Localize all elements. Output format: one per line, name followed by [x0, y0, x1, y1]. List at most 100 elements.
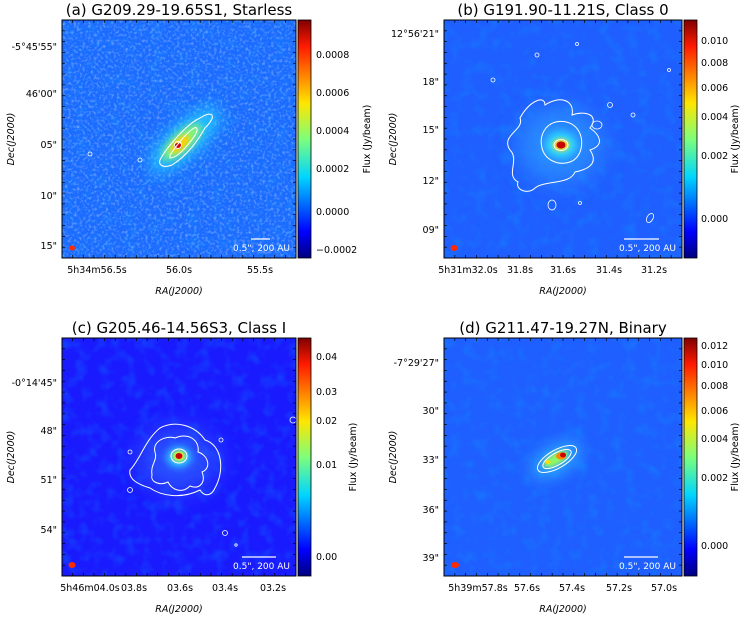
panel-c-xtick: 03.8s: [121, 583, 147, 594]
panel-b-cbtick: 0.004: [701, 112, 728, 123]
panel-d-xtick: 57.4s: [559, 583, 585, 594]
panel-a-xtick: 56.0s: [166, 265, 192, 276]
panel-c-ytick: 51": [41, 475, 57, 486]
panel-c-xtick: 5h46m04.0s: [60, 583, 120, 594]
panel-d-xtick: 57.0s: [651, 583, 677, 594]
panel-b-beam: [450, 245, 458, 251]
panel-c-cbtick: 0.01: [316, 460, 337, 471]
panel-c-ylabel: Dec(J2000): [6, 431, 17, 484]
panel-c-cbtick: 0.04: [316, 352, 337, 363]
panel-c-xtick: 03.2s: [260, 583, 286, 594]
panel-d-cbtick: 0.006: [701, 406, 728, 417]
panel-a-cbtick: 0.0002: [316, 164, 349, 175]
panel-b: (b) G191.90-11.21S, Class 0 0.5", 200 AU: [388, 1, 741, 297]
panel-c-colorbar: [297, 337, 312, 577]
panel-c-ytick: -0°14'45": [12, 378, 57, 389]
panel-b-ytick: 12": [423, 176, 439, 187]
panel-b-xtick: 31.6s: [550, 265, 576, 276]
panel-b-scale-label: 0.5", 200 AU: [619, 244, 676, 254]
panel-b-cbtick: 0.010: [701, 36, 728, 47]
panel-b-peak: [556, 141, 566, 149]
axis-ticks: [62, 20, 682, 576]
panel-c-ytick: 48": [41, 426, 57, 437]
panel-a-ylabel: Dec(J2000): [6, 113, 17, 166]
panel-d-cbtick: 0.000: [701, 541, 728, 552]
panel-d-cbtick: 0.010: [701, 360, 728, 371]
panel-b-image: 0.5", 200 AU: [444, 20, 682, 258]
panel-c-xlabel: RA(J2000): [155, 604, 203, 615]
panel-a-xtick: 5h34m56.5s: [67, 265, 127, 276]
panel-b-title: (b) G191.90-11.21S, Class 0: [457, 1, 668, 19]
panel-a-colorbar: [297, 19, 312, 259]
panel-a-ytick: 46'00": [26, 89, 57, 100]
panel-a-cblabel: Flux (Jy/beam): [362, 105, 373, 174]
panel-a-image: 0.5", 200 AU: [62, 20, 296, 258]
panel-c-peak: [175, 453, 183, 459]
panel-d-cbtick: 0.002: [701, 473, 728, 484]
panel-d-cbtick: 0.008: [701, 381, 728, 392]
panel-a-beam: [69, 245, 75, 251]
panel-d-xlabel: RA(J2000): [539, 604, 587, 615]
panel-a-xtick: 55.5s: [247, 265, 273, 276]
panel-b-cbtick: 0.008: [701, 58, 728, 69]
panel-d-ytick: 30": [423, 406, 439, 417]
panel-d-ytick: 33": [423, 455, 439, 466]
panel-d-beam: [451, 562, 459, 568]
panel-d-ytick: 36": [423, 505, 439, 516]
panel-d-image: 0.5", 200 AU: [444, 338, 682, 576]
panel-a-scale-label: 0.5", 200 AU: [233, 244, 290, 254]
panel-b-xtick: 5h31m32.0s: [438, 265, 498, 276]
panel-c-title: (c) G205.46-14.56S3, Class I: [72, 319, 286, 337]
panel-b-ytick: 18": [423, 77, 439, 88]
panel-b-xtick: 31.8s: [507, 265, 533, 276]
panel-b-ytick: 12°56'21": [391, 29, 439, 40]
panel-d-colorbar: [683, 337, 698, 577]
panel-a-xlabel: RA(J2000): [155, 286, 203, 297]
panel-d-scale-label: 0.5", 200 AU: [619, 562, 676, 572]
panel-c-beam: [68, 562, 76, 568]
panel-b-cbtick: 0.000: [701, 214, 728, 225]
panel-c-scale-label: 0.5", 200 AU: [233, 562, 290, 572]
panel-b-colorbar: [683, 19, 698, 259]
panel-a-cbtick: 0.0008: [316, 50, 349, 61]
panel-c-cbtick: 0.02: [316, 416, 337, 427]
panel-d-ylabel: Dec(J2000): [388, 431, 399, 484]
panel-a: (a) G209.29-19.65S1, Starless 0.5", 200 …: [6, 1, 373, 297]
panel-d-ytick: -7°29'27": [394, 358, 439, 369]
panel-d-title: (d) G211.47-19.27N, Binary: [459, 319, 667, 337]
panel-d-peak-1: [560, 452, 566, 458]
panel-a-ytick: -5°45'55": [12, 42, 57, 53]
panel-c-xtick: 03.6s: [167, 583, 193, 594]
panel-a-ytick: 05": [41, 140, 57, 151]
panel-b-xtick: 31.4s: [596, 265, 622, 276]
panel-d-xtick: 5h39m57.8s: [448, 583, 508, 594]
panel-b-cbtick: 0.006: [701, 83, 728, 94]
panel-a-ytick: 10": [41, 191, 57, 202]
panel-d-xtick: 57.2s: [606, 583, 632, 594]
panel-a-title: (a) G209.29-19.65S1, Starless: [66, 1, 293, 19]
panel-d-xtick: 57.6s: [514, 583, 540, 594]
panel-a-ytick: 15": [41, 241, 57, 252]
panel-b-ylabel: Dec(J2000): [388, 113, 399, 166]
panel-d-cbtick: 0.012: [701, 341, 728, 352]
panel-b-cbtick: 0.002: [701, 151, 728, 162]
panel-b-ytick: 09": [423, 225, 439, 236]
panel-a-cbtick: −0.0002: [316, 245, 357, 256]
panel-c-cbtick: 0.03: [316, 387, 337, 398]
panel-c-cbtick: 0.00: [316, 552, 337, 563]
panel-a-cbtick: 0.0004: [316, 126, 349, 137]
panel-c-ytick: 54": [41, 525, 57, 536]
panel-c-image: 0.5", 200 AU: [62, 338, 296, 576]
panel-d-ytick: 39": [423, 553, 439, 564]
panel-d-cblabel: Flux (Jy/beam): [730, 423, 741, 492]
panel-b-xtick: 31.2s: [641, 265, 667, 276]
panel-c-xtick: 03.4s: [212, 583, 238, 594]
panel-d-peak-2: [545, 460, 551, 464]
panel-c-cblabel: Flux (Jy/beam): [348, 423, 359, 492]
panel-b-xlabel: RA(J2000): [539, 286, 587, 297]
panel-d: (d) G211.47-19.27N, Binary 0.5", 200 AU …: [388, 319, 741, 615]
panel-b-cblabel: Flux (Jy/beam): [730, 105, 741, 174]
panel-a-cbtick: 0.0006: [316, 88, 349, 99]
panel-a-cbtick: 0.0000: [316, 207, 349, 218]
